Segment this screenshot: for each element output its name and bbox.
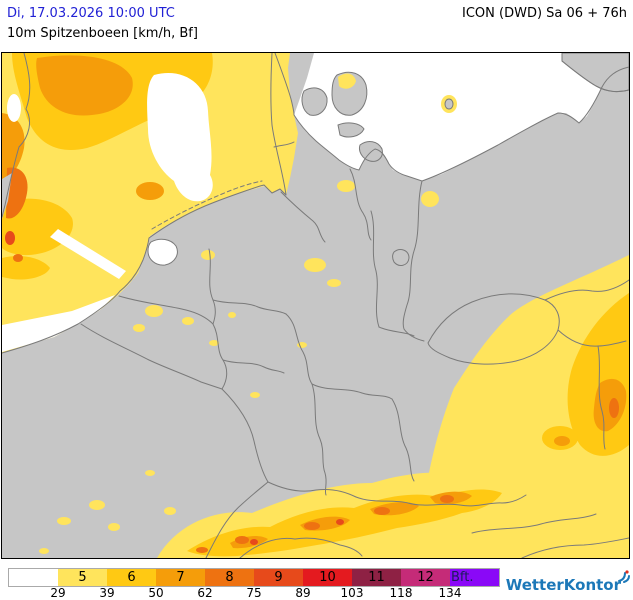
legend-threshold-75: 75 [246,586,262,600]
funen-island [301,87,328,116]
bornholm-island [444,98,454,110]
border-lines [2,53,629,558]
coast-gust-pomerania [421,191,439,207]
gust-area-northsea-bft7 [36,55,133,116]
legend-box-7: 7 [156,569,205,586]
gust-spot-bft8b [13,254,23,262]
legend-box-5: 5 [58,569,107,586]
coast-gust-usedom [337,180,355,192]
gust-alps-bft8-e [196,547,208,553]
legend: 5 6 7 8 9 10 11 12 Bft. 29 39 50 62 75 89 103 118 134 [0,567,633,600]
legend-thresholds: 29 39 50 62 75 89 103 118 134 [0,586,633,600]
gust-alps-bft8-d [440,495,454,503]
gust-alps-bft9-b [336,519,344,525]
legend-threshold-50: 50 [148,586,164,600]
legend-threshold-103: 103 [340,586,364,600]
gust-spot-bft9 [5,231,15,245]
legend-box-12: 12 [401,569,450,586]
calm-channel [2,295,115,352]
gust-alps-bft8-a [235,536,249,544]
zealand-gust-bft5 [338,73,356,89]
wind-gust-map-svg [2,53,629,558]
gust-alps-bft8-b [304,522,320,530]
legend-threshold-118: 118 [389,586,413,600]
map-datetime: Di, 17.03.2026 10:00 UTC [7,6,175,21]
legend-unit-label: Bft. [451,570,474,585]
legend-box-below-5 [9,569,58,586]
legend-threshold-134: 134 [438,586,462,600]
legend-threshold-29: 29 [50,586,66,600]
inland-gust-spots [39,250,341,554]
legend-box-8: 8 [205,569,254,586]
weather-map [1,52,630,559]
gust-area-channel-bft6 [2,256,50,280]
gust-area-england-bft8 [6,167,28,219]
brand-swoosh-icon [617,569,631,588]
legend-threshold-62: 62 [197,586,213,600]
lolland-island [337,122,365,138]
legend-box-6: 6 [107,569,156,586]
gust-alps-bft8-c [374,507,390,515]
legend-box-9: 9 [254,569,303,586]
legend-scale: 5 6 7 8 9 10 11 12 Bft. [8,568,500,587]
legend-box-above-12: Bft. [450,569,499,586]
legend-box-10: 10 [303,569,352,586]
gust-spot-bft7 [136,182,164,200]
gust-alps-bft9-a [250,539,258,545]
jutland-east-land [288,53,314,115]
map-parameter: 10m Spitzenboeen [km/h, Bf] [7,26,198,41]
gust-vienna-bft7 [554,436,570,446]
ijsselmeer-lake [147,238,178,266]
model-run-info: ICON (DWD) Sa 06 + 76h [462,6,627,21]
calm-wash [7,94,21,122]
gust-area-england-bft7 [2,113,25,181]
calm-german-bight [147,72,213,202]
legend-threshold-39: 39 [99,586,115,600]
brand-name: WetterKontor [505,576,621,594]
gust-area-northsea-bft6b [2,198,73,256]
gust-east-bft8 [609,398,619,418]
calm-dutch-strip [50,229,126,279]
branding: WetterKontor [505,570,630,597]
legend-threshold-89: 89 [295,586,311,600]
legend-box-11: 11 [352,569,401,586]
